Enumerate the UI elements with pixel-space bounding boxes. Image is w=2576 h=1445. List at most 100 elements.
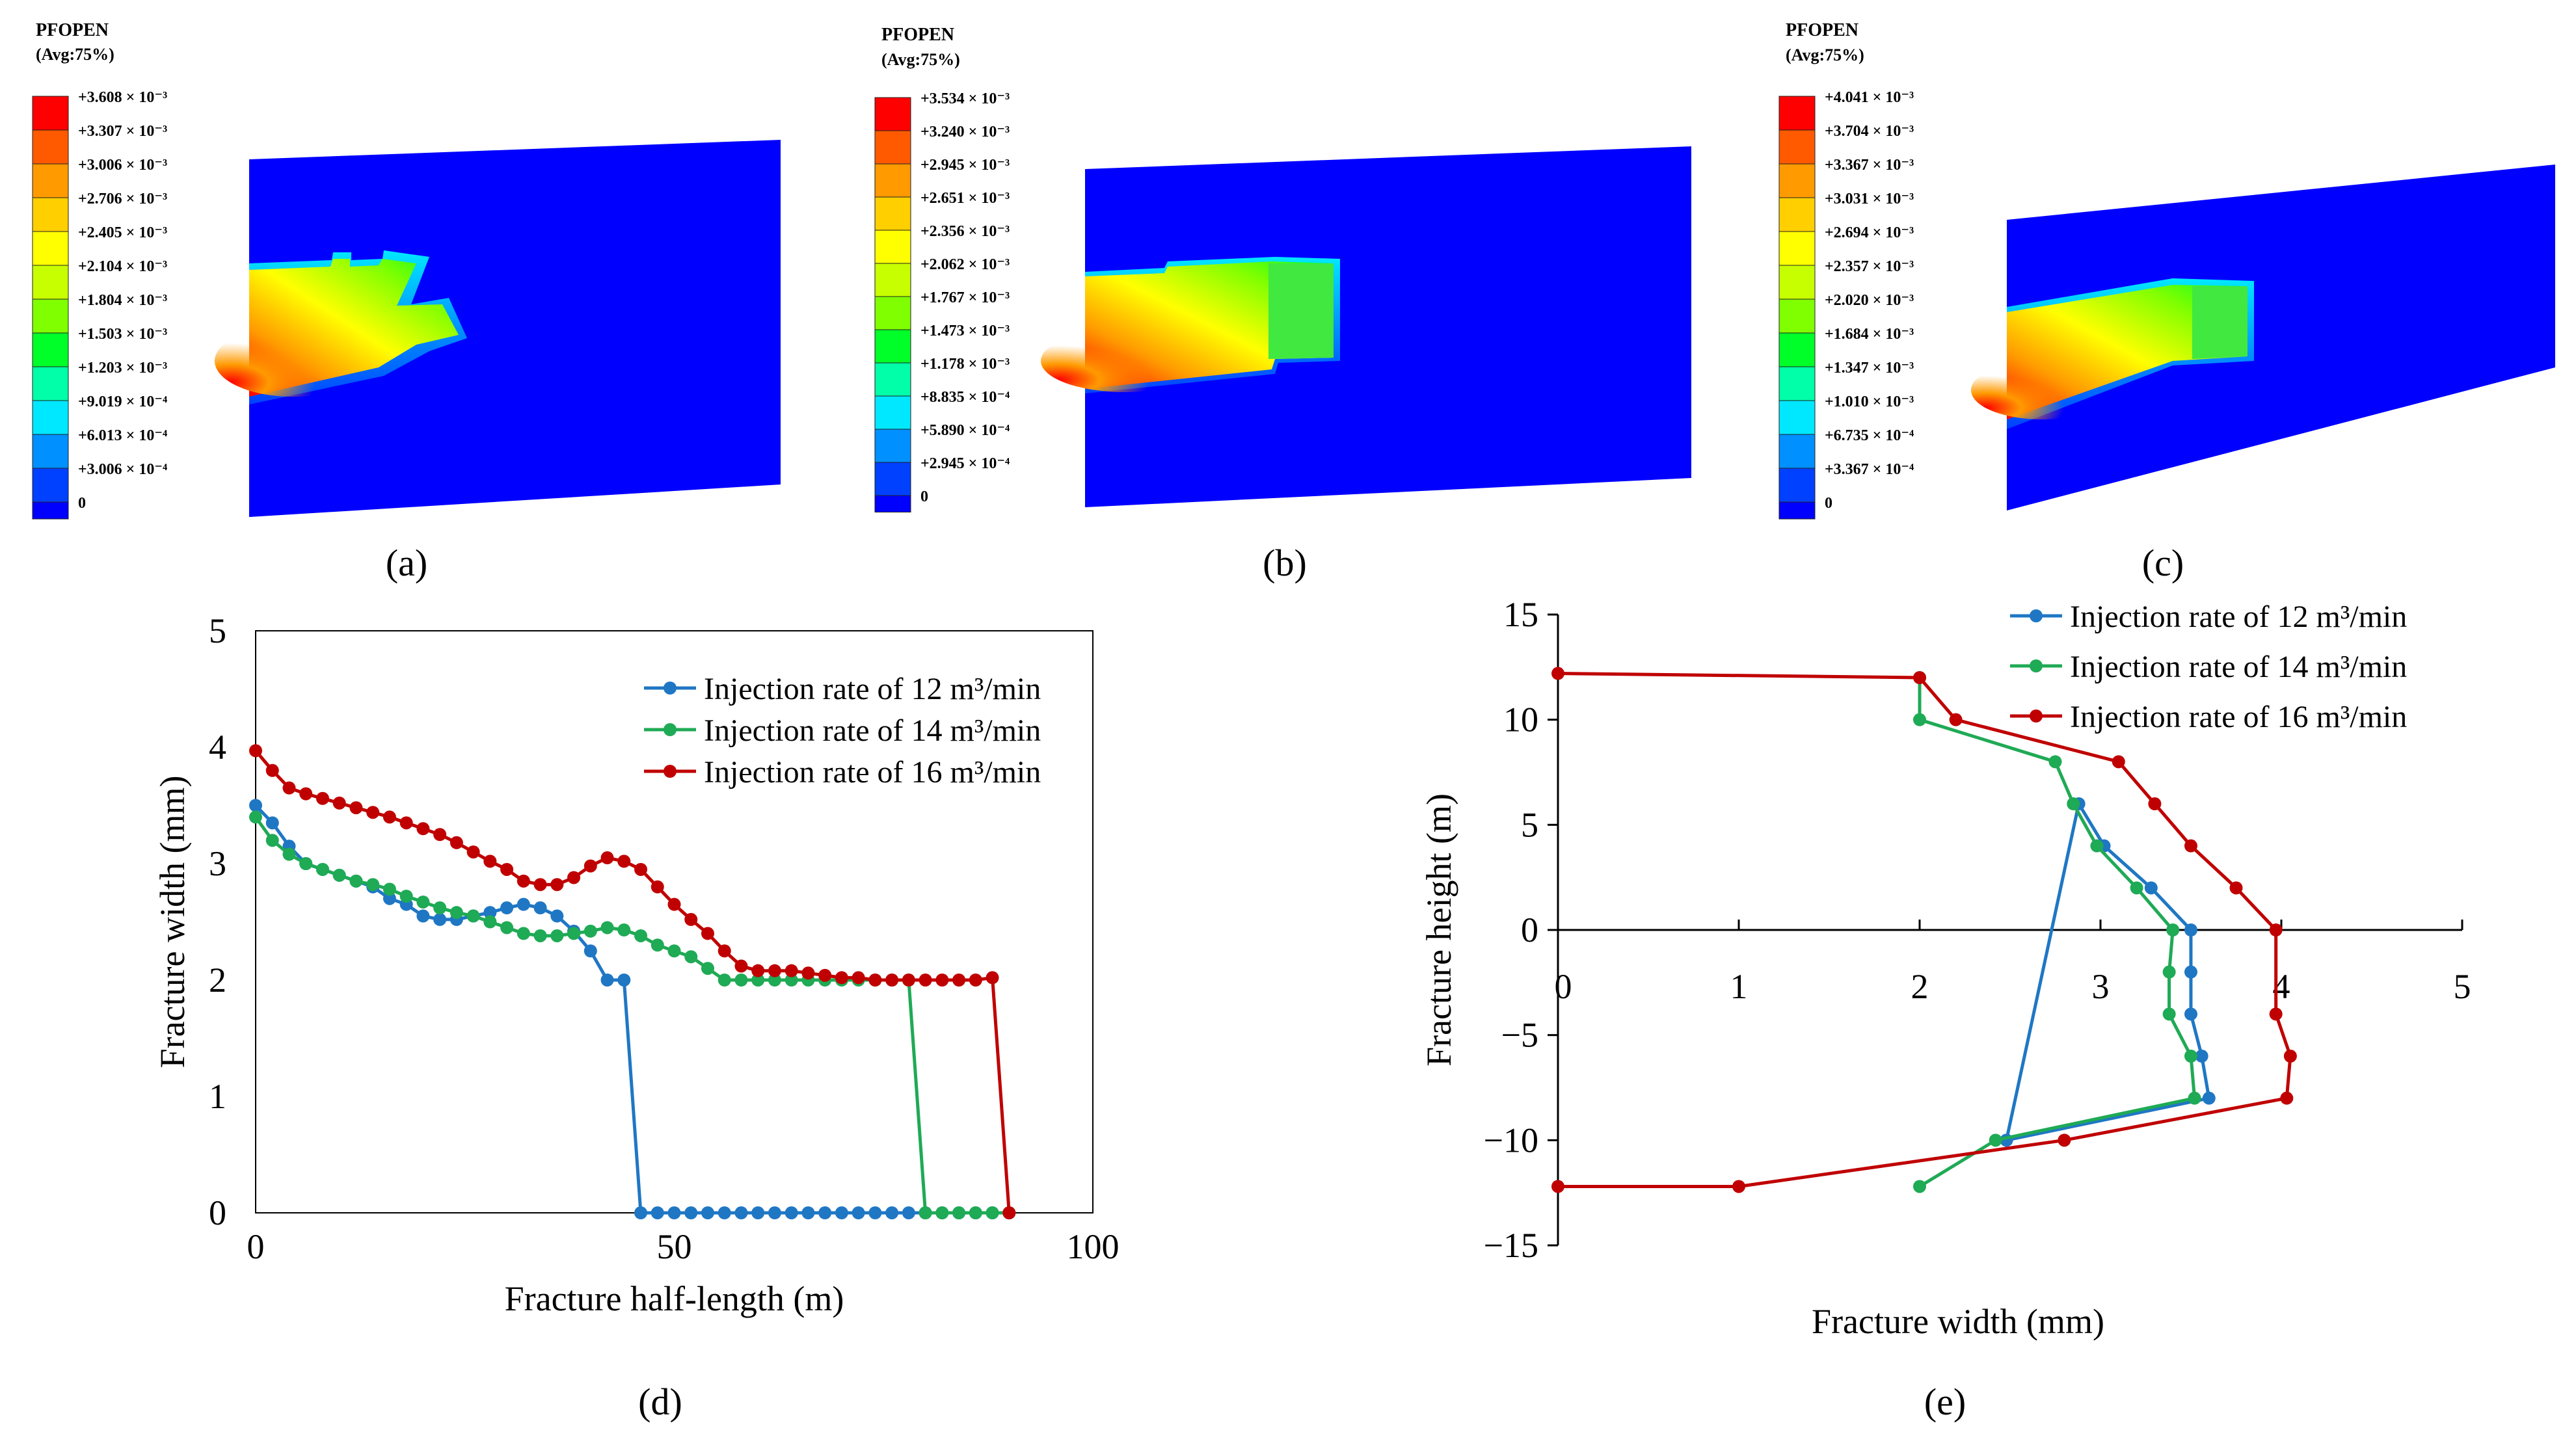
- data-point: [433, 912, 447, 926]
- scale-swatch: [874, 97, 911, 131]
- scale-swatch: [874, 163, 911, 198]
- scale-label: +1.804 × 10⁻³: [78, 292, 167, 309]
- y-axis-label: Fracture height (m): [1419, 793, 1458, 1067]
- series-line: [254, 749, 1011, 1213]
- data-point: [734, 974, 748, 987]
- data-point: [868, 974, 882, 987]
- scale-swatch: [1778, 298, 1816, 334]
- scale-label: +8.835 × 10⁻⁴: [920, 389, 1010, 406]
- scale-swatch: [874, 395, 911, 430]
- x-axis-label: Fracture half-length (m): [505, 1279, 844, 1318]
- scale-label: +3.240 × 10⁻³: [920, 124, 1010, 140]
- data-point: [2184, 839, 2197, 853]
- data-point: [265, 834, 279, 847]
- data-point: [2283, 1050, 2297, 1063]
- data-point: [483, 906, 497, 920]
- scale-label: +2.356 × 10⁻³: [920, 223, 1010, 240]
- scale-label: +1.178 × 10⁻³: [920, 356, 1010, 373]
- color-scale-bar: +4.041 × 10⁻³ +3.704 × 10⁻³ +3.367 × 10⁻³ +…: [1778, 89, 1914, 520]
- data-point: [2269, 1007, 2283, 1021]
- data-point: [1989, 1133, 2002, 1147]
- series-2: [249, 810, 1016, 1219]
- legend-marker: [664, 682, 677, 695]
- scale-label: +3.704 × 10⁻³: [1825, 123, 1914, 140]
- scale-label: +1.767 × 10⁻³: [920, 289, 1010, 306]
- data-point: [533, 901, 547, 915]
- data-point: [986, 971, 999, 985]
- data-point: [718, 974, 731, 987]
- legend-label: Injection rate of 16 m³/min: [2070, 700, 2407, 734]
- panel-label-c: (c): [2142, 542, 2184, 584]
- data-point: [466, 845, 480, 859]
- scale-label: +2.651 × 10⁻³: [920, 190, 1010, 207]
- data-point: [500, 921, 514, 935]
- data-point: [2058, 1133, 2071, 1147]
- data-point: [399, 890, 413, 903]
- data-point: [768, 1206, 781, 1219]
- scale-label: +2.694 × 10⁻³: [1825, 224, 1914, 241]
- data-point: [299, 857, 313, 870]
- data-point: [382, 810, 396, 824]
- y-tick-label: 5: [1521, 805, 1538, 844]
- legend-label: Injection rate of 14 m³/min: [2070, 650, 2407, 684]
- x-tick-label: 0: [247, 1227, 265, 1266]
- contour-panel-c: PFOPEN (Avg:75%) +4.041 × 10⁻³ +3.704 × 1…: [1778, 20, 2555, 520]
- data-point: [617, 974, 631, 987]
- scale-swatch: [1778, 501, 1816, 520]
- data-point: [483, 915, 497, 929]
- scale-swatch: [1778, 129, 1816, 165]
- data-point: [584, 859, 597, 873]
- panel-label-e: (e): [1924, 1381, 1966, 1423]
- data-point: [282, 847, 296, 861]
- data-point: [651, 880, 664, 894]
- data-point: [2195, 1050, 2208, 1063]
- data-point: [969, 1206, 982, 1219]
- legend-label: Injection rate of 16 m³/min: [704, 755, 1041, 789]
- x-tick-label: 100: [1067, 1227, 1120, 1266]
- data-point: [416, 909, 430, 923]
- data-point: [634, 862, 648, 876]
- data-point: [382, 882, 396, 896]
- y-tick-label: 2: [209, 961, 226, 1000]
- scale-swatch: [32, 332, 69, 367]
- x-axis-label: Fracture width (mm): [1812, 1302, 2104, 1341]
- scale-label: 0: [1825, 495, 1832, 512]
- data-point: [2184, 1050, 2197, 1063]
- data-point: [718, 1206, 731, 1219]
- scale-label: +2.706 × 10⁻³: [78, 191, 167, 207]
- data-point: [684, 950, 698, 964]
- data-point: [701, 1206, 714, 1219]
- data-point: [952, 974, 966, 987]
- x-tick-label: 3: [2092, 967, 2110, 1006]
- data-point: [1949, 713, 1963, 726]
- data-point: [584, 944, 597, 958]
- data-point: [2184, 965, 2197, 979]
- y-tick-label: −15: [1484, 1226, 1538, 1265]
- scale-label: +3.307 × 10⁻³: [78, 123, 167, 140]
- data-point: [2162, 1007, 2176, 1021]
- data-point: [751, 974, 765, 987]
- legend-label: Injection rate of 12 m³/min: [2070, 600, 2407, 634]
- data-point: [785, 974, 798, 987]
- scale-label: +3.031 × 10⁻³: [1825, 191, 1914, 207]
- scale-label: +2.104 × 10⁻³: [78, 258, 167, 275]
- scale-swatch: [1778, 468, 1816, 503]
- scale-swatch: [1778, 163, 1816, 198]
- scale-swatch: [32, 96, 69, 131]
- scale-swatch: [32, 501, 69, 520]
- panel-label-a: (a): [386, 542, 427, 584]
- panel-label-d: (d): [638, 1381, 682, 1423]
- data-point: [1551, 667, 1564, 680]
- data-point: [785, 964, 798, 977]
- legend-subtitle: (Avg:75%): [1786, 46, 1864, 64]
- legend-marker: [2030, 709, 2043, 722]
- data-point: [1913, 1180, 1926, 1193]
- scale-label: +1.010 × 10⁻³: [1825, 393, 1914, 410]
- scale-label: +1.473 × 10⁻³: [920, 323, 1010, 339]
- scale-label: +3.006 × 10⁻³: [78, 157, 167, 174]
- data-point: [249, 744, 262, 758]
- scale-label: +2.945 × 10⁻⁴: [920, 455, 1010, 472]
- data-point: [2148, 797, 2162, 810]
- data-point: [449, 836, 463, 849]
